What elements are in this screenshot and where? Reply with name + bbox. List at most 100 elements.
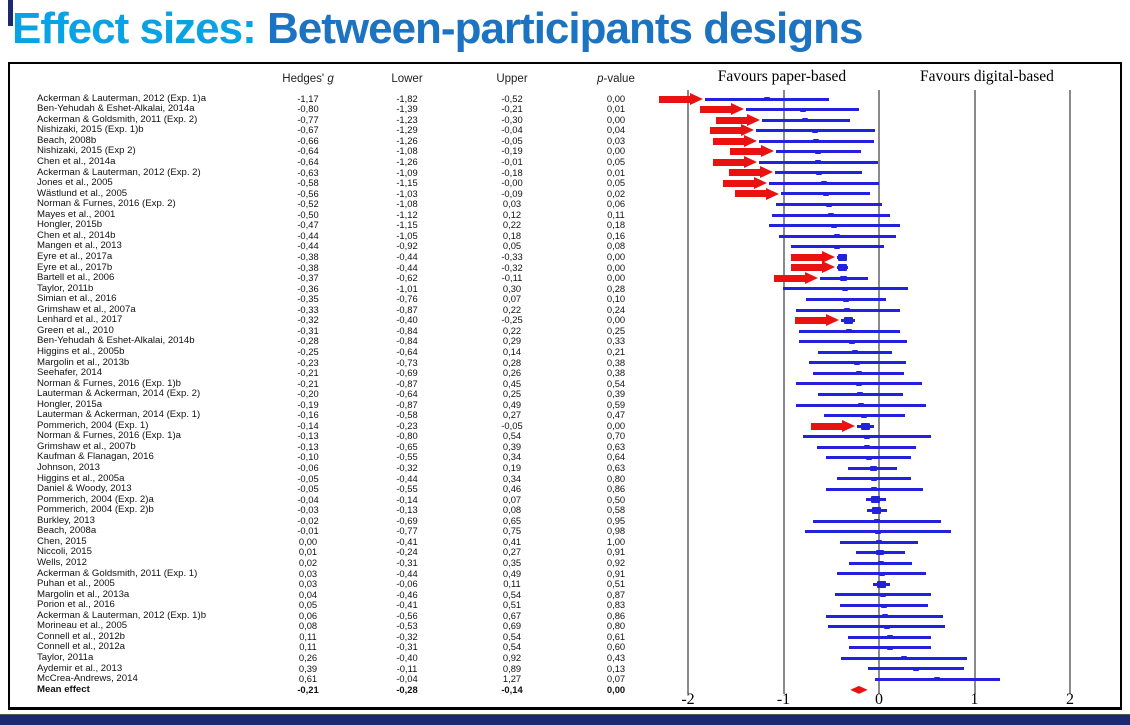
study-label: Eyre et al., 2017b xyxy=(37,261,113,273)
significance-arrow-shaft xyxy=(712,137,746,145)
significance-arrow-shaft xyxy=(794,317,828,325)
effect-marker xyxy=(852,350,859,355)
study-label: Mayes et al., 2001 xyxy=(37,208,116,220)
study-row: Norman & Furnes, 2016 (Exp. 1)b -0,21 -0,8… xyxy=(10,377,1120,390)
study-label: Hongler, 2015a xyxy=(37,398,103,410)
p-value: 0,38 xyxy=(606,367,626,379)
p-value: 0,58 xyxy=(606,504,626,516)
hedges-g-value: 0,39 xyxy=(298,662,318,674)
study-row: Nishizaki, 2015 (Exp. 1)b -0,67 -1,29 -0,04… xyxy=(10,124,1120,137)
significance-arrow-head xyxy=(804,271,818,284)
effect-marker xyxy=(869,465,877,471)
p-value: 0,18 xyxy=(606,219,626,231)
study-label: Beach, 2008a xyxy=(37,525,97,537)
study-label: Nishizaki, 2015 (Exp 2) xyxy=(37,145,136,157)
effect-marker xyxy=(838,264,848,272)
hedges-g-value: 0,61 xyxy=(298,673,318,685)
study-label: Ackerman & Lauterman, 2012 (Exp. 1)a xyxy=(37,92,207,104)
p-value: 0,91 xyxy=(606,567,626,579)
hedges-g-value: -0,14 xyxy=(297,419,319,431)
upper-ci-value: -0,01 xyxy=(501,156,523,168)
hedges-g-value: 0,03 xyxy=(298,578,318,590)
axis-gridline--2 xyxy=(687,90,689,694)
p-value: 0,63 xyxy=(606,440,626,452)
hedges-g-value: -0,19 xyxy=(297,398,319,410)
effect-marker xyxy=(913,666,920,671)
lower-ci-value: -0,56 xyxy=(396,609,418,621)
hedges-g-value: -0,32 xyxy=(297,314,319,326)
lower-ci-value: -1,01 xyxy=(396,282,418,294)
significance-arrow-head xyxy=(821,261,835,274)
study-label: Ackerman & Lauterman, 2012 (Exp. 1)b xyxy=(37,609,207,621)
lower-ci-value: -0,32 xyxy=(396,630,418,642)
p-value: 0,80 xyxy=(606,620,626,632)
significance-arrow-head xyxy=(825,314,839,327)
p-value: 0,00 xyxy=(606,272,626,284)
lower-ci-value: -1,15 xyxy=(396,177,418,189)
effect-marker xyxy=(876,540,882,545)
effect-marker xyxy=(880,603,887,608)
upper-ci-value: 0,46 xyxy=(502,483,522,495)
study-row: Kaufman & Flanagan, 2016 -0,10 -0,55 0,34 0,… xyxy=(10,452,1120,463)
favours-digital-label: Favours digital-based xyxy=(920,68,1054,85)
footer-bar xyxy=(0,714,1130,725)
upper-ci-value: 0,67 xyxy=(502,609,522,621)
hedges-g-value: -0,05 xyxy=(297,472,319,484)
study-label: Puhan et al., 2005 xyxy=(37,578,115,590)
study-label: Kaufman & Flanagan, 2016 xyxy=(37,451,154,463)
study-label: Eyre et al., 2017a xyxy=(37,251,113,262)
p-value: 0,43 xyxy=(606,651,626,663)
study-label: Chen et al., 2014b xyxy=(37,229,116,241)
lower-ci-value: -1,26 xyxy=(396,134,418,146)
p-value: 0,00 xyxy=(606,113,626,125)
upper-ci-value: -0,21 xyxy=(501,103,523,115)
corner-decoration-bar xyxy=(8,0,13,26)
lower-ci-value: -0,46 xyxy=(396,588,418,600)
hedges-g-value: 0,05 xyxy=(298,599,318,611)
hedges-g-value: -0,04 xyxy=(297,493,319,505)
upper-ci-value: -0,18 xyxy=(501,166,523,178)
lower-ci-value: -1,26 xyxy=(396,156,418,168)
lower-ci-value: -0,23 xyxy=(396,419,418,431)
hedges-g-value: 0,11 xyxy=(299,630,317,642)
study-label: Norman & Furnes, 2016 (Exp. 1)a xyxy=(37,430,181,442)
upper-ci-value: 0,39 xyxy=(502,440,522,452)
hedges-g-value: -0,37 xyxy=(297,272,319,284)
p-value: 0,04 xyxy=(606,124,626,136)
study-row: Margolin et al., 2013a 0,04 -0,46 0,54 0,87 xyxy=(10,588,1120,601)
slide-title: Effect sizes: Between-participants desig… xyxy=(12,0,863,58)
study-label: Johnson, 2013 xyxy=(37,462,100,474)
axis-gridline--1 xyxy=(782,90,785,694)
effect-marker xyxy=(822,191,829,196)
p-value: 0,03 xyxy=(606,134,626,146)
study-label: Margolin et al., 2013b xyxy=(37,356,130,368)
lower-ci-value: -0,41 xyxy=(396,599,418,611)
study-row: Beach, 2008a -0,01 -0,77 0,75 0,98 xyxy=(10,526,1120,537)
upper-ci-value: 0,92 xyxy=(502,651,522,663)
lower-ci-value: -0,84 xyxy=(396,324,418,336)
upper-ci-value: -0,30 xyxy=(501,113,523,125)
study-label: Green et al., 2010 xyxy=(37,324,114,336)
p-value: 0,86 xyxy=(606,609,626,621)
study-row: Hongler, 2015a -0,19 -0,87 0,49 0,59 xyxy=(10,398,1120,411)
lower-ci-value: -0,64 xyxy=(396,388,418,400)
p-value: 0,98 xyxy=(606,525,626,537)
p-value: 0,70 xyxy=(606,430,626,442)
significance-arrow-head xyxy=(759,166,773,179)
header-hedges-italic-g: g xyxy=(327,73,334,85)
lower-ci-value: -0,84 xyxy=(396,335,418,347)
study-row: Margolin et al., 2013b -0,23 -0,73 0,28 0,38 xyxy=(10,356,1120,369)
study-label: Mangen et al., 2013 xyxy=(37,240,122,252)
study-row: Simian et al., 2016 -0,35 -0,76 0,07 0,10 xyxy=(10,293,1120,305)
effect-marker xyxy=(831,223,838,228)
p-value: 0,07 xyxy=(606,673,626,685)
effect-marker xyxy=(849,339,856,344)
lower-ci-value: -0,73 xyxy=(396,356,418,368)
upper-ci-value: 0,54 xyxy=(502,588,522,600)
hedges-g-value: -0,38 xyxy=(297,261,319,273)
upper-ci-value: -0,00 xyxy=(501,177,523,189)
study-row: Chen et al., 2014b -0,44 -1,05 0,18 0,16 xyxy=(10,229,1120,242)
study-label: Norman & Furnes, 2016 (Exp. 1)b xyxy=(37,377,181,389)
effect-marker xyxy=(886,645,893,650)
effect-marker xyxy=(854,360,861,365)
